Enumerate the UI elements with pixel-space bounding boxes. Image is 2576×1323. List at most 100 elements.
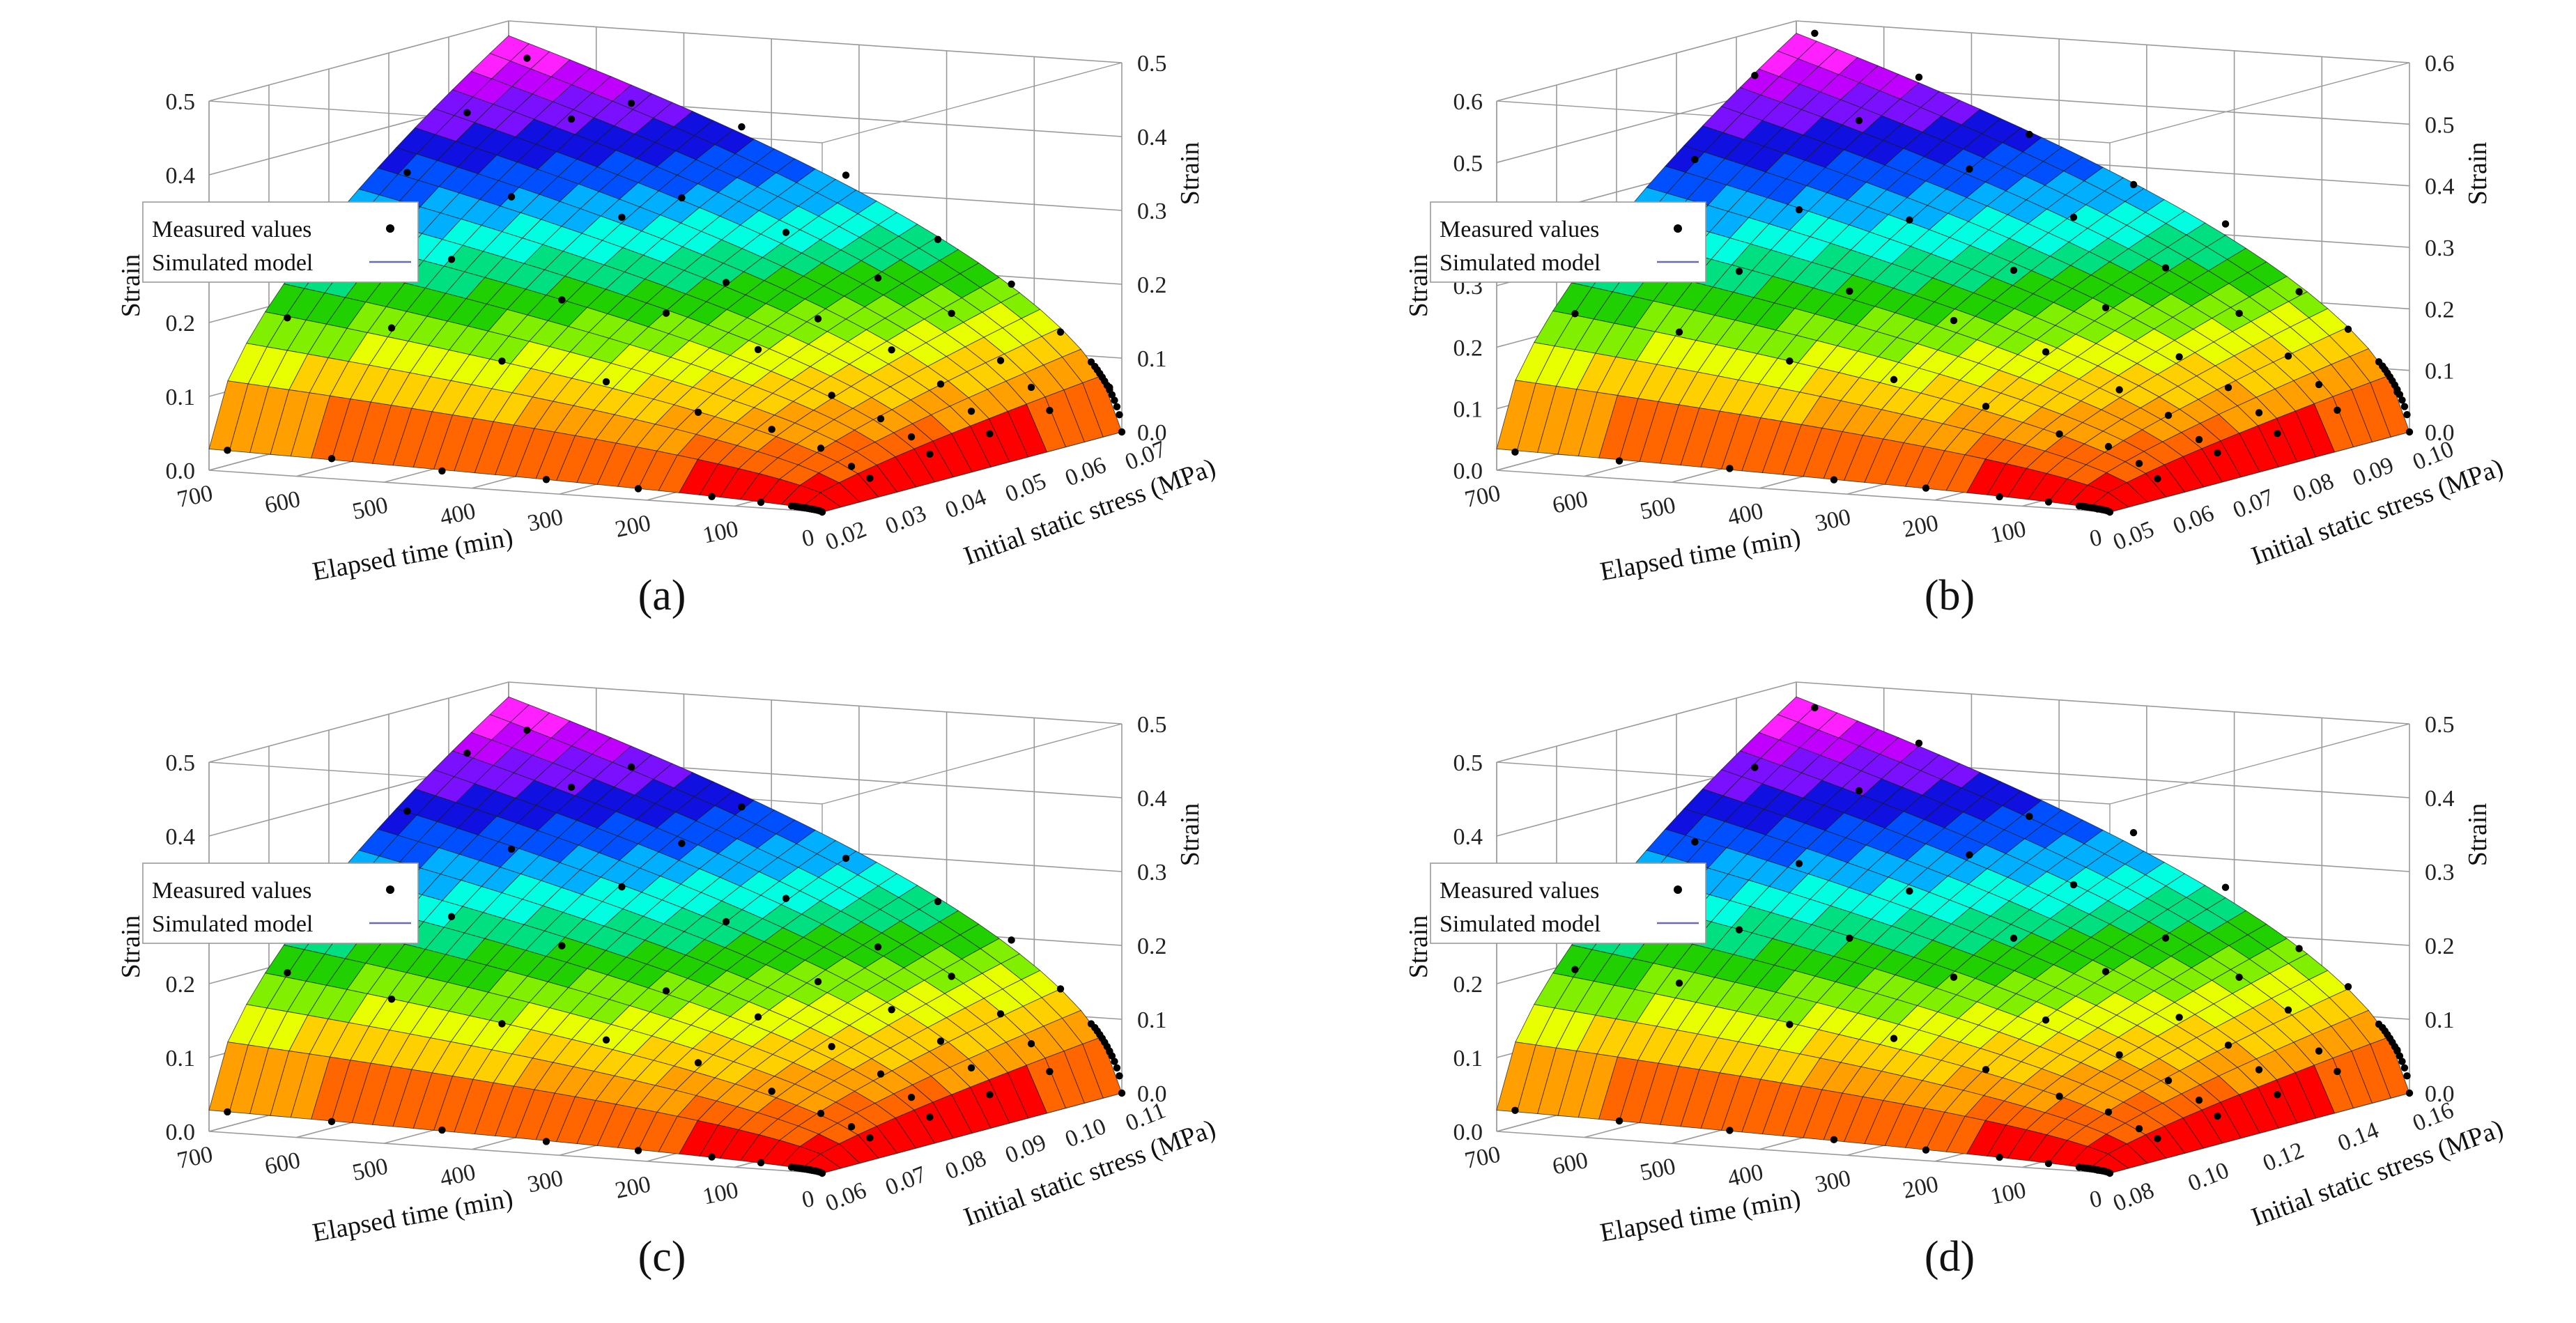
z-tick-left: 0.4 [1453, 824, 1483, 850]
caption-a: (a) [638, 572, 686, 619]
legend: Measured values Simulated model [1430, 862, 1706, 944]
measured-point [327, 455, 336, 463]
measured-point [618, 883, 626, 891]
tick-labels: 0.00.10.20.30.40.50.00.10.20.30.40.57006… [166, 712, 1170, 1217]
chart-panel-b: 0.00.10.20.30.40.50.60.00.10.20.30.40.50… [1288, 0, 2575, 661]
measured-point [986, 1091, 994, 1099]
measured-point [847, 463, 856, 470]
y-tick: 0.09 [2350, 452, 2398, 492]
measured-point [2129, 180, 2138, 189]
measured-point [1915, 739, 1923, 747]
measured-point [2135, 460, 2143, 467]
measured-point [2295, 288, 2303, 295]
measured-point [1091, 1023, 1099, 1032]
measured-point [1027, 1039, 1035, 1048]
measured-point [866, 474, 874, 482]
measured-point [814, 315, 822, 323]
y-tick: 0.08 [2290, 468, 2338, 508]
measured-point [1675, 980, 1683, 987]
x-tick: 200 [1901, 510, 1941, 543]
measured-point [782, 229, 790, 236]
measured-point [618, 213, 626, 222]
measured-point [2403, 1072, 2411, 1080]
y-tick: 0.03 [882, 500, 930, 540]
x-tick: 100 [700, 516, 741, 549]
measured-point [1846, 934, 1853, 942]
y-tick: 0.09 [1002, 1129, 1050, 1169]
measured-point [2044, 1159, 2053, 1168]
measured-point [2398, 396, 2406, 404]
measured-point [828, 392, 835, 399]
measured-point [1691, 155, 1699, 164]
measured-point [634, 485, 642, 493]
measured-point [284, 314, 291, 322]
z-tick-left: 0.2 [166, 311, 196, 336]
measured-point [1922, 484, 1930, 492]
measured-point [542, 1138, 550, 1145]
measured-point [2101, 304, 2110, 311]
measured-point [907, 1093, 916, 1101]
measured-point [1118, 428, 1126, 436]
z-tick-left: 0.5 [1453, 750, 1483, 776]
measured-point [2056, 430, 2063, 438]
measured-point [874, 274, 882, 282]
measured-points [224, 726, 1126, 1177]
y-tick: 0.06 [1062, 452, 1110, 492]
z-tick-left: 0.2 [1453, 335, 1483, 361]
grid-line [208, 1131, 823, 1174]
measured-point [814, 977, 822, 986]
z-tick-right: 0.4 [2425, 786, 2455, 812]
measured-point [2284, 1006, 2292, 1014]
measured-point [2042, 1016, 2050, 1024]
measured-point [1846, 287, 1853, 295]
measured-point [2026, 812, 2033, 821]
z-tick-right: 0.4 [2425, 174, 2455, 200]
grid-line [1796, 681, 2410, 725]
legend-box [1430, 862, 1706, 944]
z-tick-left: 0.0 [166, 458, 196, 484]
measured-point [2295, 945, 2303, 952]
measured-point [602, 378, 610, 386]
y-tick: 0.05 [1002, 468, 1050, 508]
measured-point [498, 1020, 506, 1028]
z-tick-right: 0.5 [2425, 712, 2455, 738]
measured-point [1966, 851, 1973, 859]
measured-point [2403, 410, 2411, 419]
surface-mesh [208, 696, 1123, 1174]
measured-point [1890, 376, 1898, 384]
y-tick: 0.02 [822, 516, 870, 556]
measured-point [792, 502, 799, 511]
measured-point [1056, 985, 1065, 993]
measured-point [694, 408, 702, 416]
grid-line [508, 681, 1123, 725]
measured-point [627, 99, 635, 107]
tick-labels: 0.00.10.20.30.40.50.00.10.20.30.40.57006… [1453, 712, 2458, 1217]
grid-line [1796, 20, 2410, 63]
measured-point [694, 1059, 702, 1067]
measured-point [828, 1042, 835, 1051]
measured-point [2161, 264, 2170, 272]
measured-point [1786, 357, 1794, 365]
measured-point [463, 109, 471, 117]
measured-point [877, 1070, 885, 1078]
measured-point [722, 279, 730, 286]
measured-point [1027, 383, 1035, 392]
x-tick: 600 [263, 1147, 303, 1180]
z-axis-label-left: Strain [116, 915, 146, 979]
measured-point [1046, 407, 1054, 415]
measured-point [463, 749, 471, 757]
measured-point [523, 726, 531, 734]
z-axis-label-left: Strain [1404, 254, 1433, 318]
measured-point [1726, 1127, 1734, 1134]
measured-point [2400, 403, 2409, 410]
measured-point [507, 845, 516, 853]
measured-point [792, 1163, 799, 1172]
measured-points [224, 54, 1126, 516]
measured-point [1735, 268, 1743, 275]
measured-point [2214, 1112, 2221, 1120]
chart-panel-d: 0.00.10.20.30.40.50.00.10.20.30.40.57006… [1288, 661, 2575, 1322]
grid-line [1496, 1131, 2111, 1174]
measured-point [2274, 1091, 2281, 1099]
measured-point [847, 1123, 856, 1131]
x-tick: 100 [1988, 1177, 2028, 1210]
